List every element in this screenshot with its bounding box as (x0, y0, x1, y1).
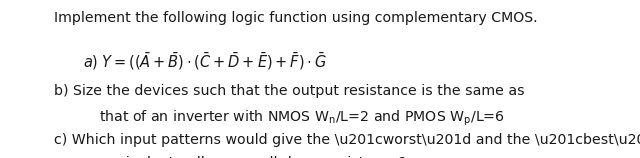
Text: c) Which input patterns would give the \u201cworst\u201d and the \u201cbest\u201: c) Which input patterns would give the \… (54, 133, 640, 147)
Text: b) Size the devices such that the output resistance is the same as: b) Size the devices such that the output… (54, 84, 525, 98)
Text: $a)\; Y = ((\bar{A} + \bar{B}) \cdot (\bar{C} + \bar{D} + \bar{E}) + \bar{F}) \c: $a)\; Y = ((\bar{A} + \bar{B}) \cdot (\b… (83, 51, 327, 72)
Text: Implement the following logic function using complementary CMOS.: Implement the following logic function u… (54, 11, 538, 25)
Text: equivalent pull-up or pull-down resistance?: equivalent pull-up or pull-down resistan… (99, 156, 406, 158)
Text: that of an inverter with NMOS W$_\mathrm{n}$/L=2 and PMOS W$_\mathrm{p}$/L=6: that of an inverter with NMOS W$_\mathrm… (99, 109, 505, 128)
